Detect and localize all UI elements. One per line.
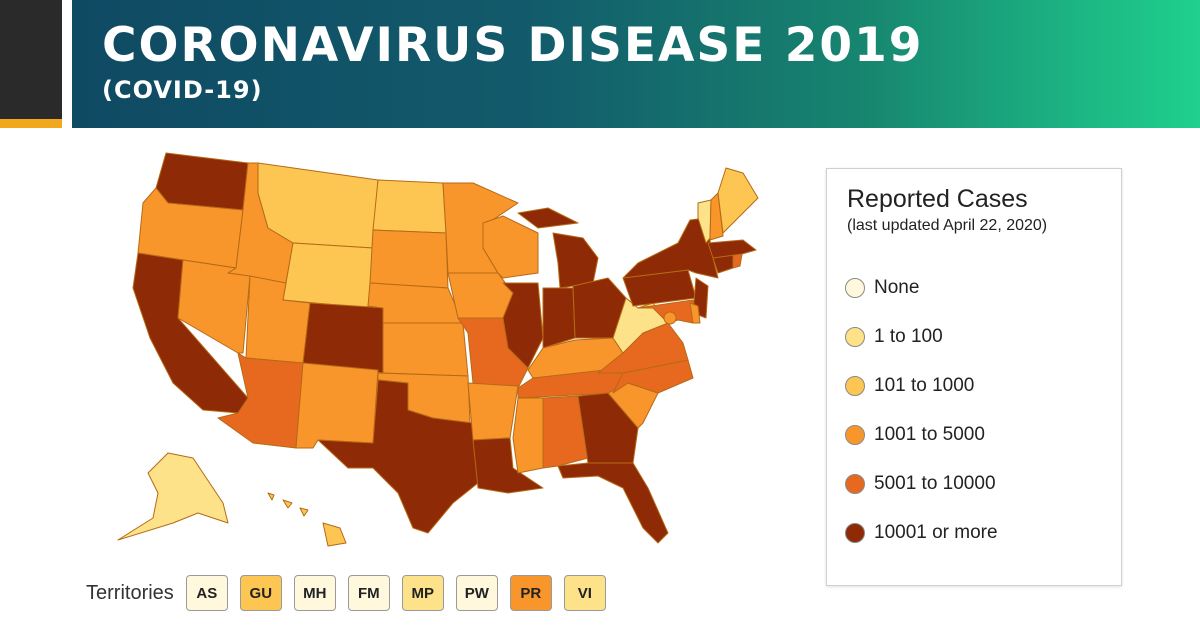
- legend-item-1001-5000: 1001 to 5000: [845, 422, 985, 448]
- state-wy[interactable]: [282, 242, 374, 309]
- territories-row: Territories AS GU MH FM MP PW PR VI: [86, 574, 618, 612]
- territory-vi[interactable]: VI: [563, 575, 606, 611]
- us-cases-map: [78, 148, 778, 558]
- page-title: CORONAVIRUS DISEASE 2019: [102, 18, 924, 73]
- legend-subtitle: (last updated April 22, 2020): [847, 217, 1048, 234]
- state-ar[interactable]: [467, 382, 519, 441]
- state-ks[interactable]: [382, 322, 469, 377]
- state-me[interactable]: [717, 167, 759, 234]
- legend-swatch: [845, 327, 865, 347]
- territory-gu[interactable]: GU: [239, 575, 282, 611]
- state-de[interactable]: [689, 302, 701, 324]
- legend-title: Reported Cases: [847, 185, 1028, 213]
- state-nv[interactable]: [177, 259, 251, 354]
- left-dark-block: [0, 0, 62, 128]
- state-nd[interactable]: [372, 179, 447, 234]
- state-md[interactable]: [637, 299, 694, 324]
- orange-accent-bar: [0, 119, 62, 128]
- us-map-svg: [117, 152, 759, 547]
- legend-swatch: [845, 425, 865, 445]
- territory-pr[interactable]: PR: [509, 575, 552, 611]
- state-ri[interactable]: [732, 253, 743, 269]
- territory-mh[interactable]: MH: [293, 575, 336, 611]
- legend-label: 5001 to 10000: [874, 473, 996, 494]
- territories-label: Territories: [86, 581, 174, 604]
- territory-as[interactable]: AS: [185, 575, 228, 611]
- state-ma[interactable]: [707, 239, 757, 259]
- state-ny[interactable]: [622, 217, 719, 279]
- state-fl[interactable]: [557, 462, 669, 544]
- legend-swatch: [845, 523, 865, 543]
- legend-item-1-100: 1 to 100: [845, 324, 943, 350]
- page-subtitle: (COVID-19): [102, 76, 263, 104]
- state-tx[interactable]: [317, 379, 479, 534]
- legend-label: 10001 or more: [874, 522, 998, 543]
- state-nh[interactable]: [709, 192, 724, 241]
- legend-item-101-1000: 101 to 1000: [845, 373, 974, 399]
- state-wi[interactable]: [482, 215, 539, 279]
- state-sd[interactable]: [369, 229, 449, 289]
- header-banner: CORONAVIRUS DISEASE 2019 (COVID-19): [72, 0, 1200, 128]
- state-in[interactable]: [542, 287, 576, 349]
- state-al[interactable]: [542, 395, 589, 469]
- state-nm[interactable]: [295, 362, 379, 449]
- legend-item-5001-10000: 5001 to 10000: [845, 471, 996, 497]
- legend-swatch: [845, 376, 865, 396]
- state-dc[interactable]: [663, 311, 677, 325]
- state-wa[interactable]: [155, 152, 249, 211]
- territory-fm[interactable]: FM: [347, 575, 390, 611]
- legend-panel: Reported Cases (last updated April 22, 2…: [826, 168, 1122, 586]
- state-ms[interactable]: [512, 397, 544, 474]
- legend-swatch: [845, 278, 865, 298]
- territory-mp[interactable]: MP: [401, 575, 444, 611]
- territory-pw[interactable]: PW: [455, 575, 498, 611]
- legend-label: 1 to 100: [874, 326, 943, 347]
- legend-item-none: None: [845, 275, 919, 301]
- state-co[interactable]: [302, 302, 387, 374]
- legend-swatch: [845, 474, 865, 494]
- state-hi[interactable]: [267, 492, 347, 547]
- legend-label: 1001 to 5000: [874, 424, 985, 445]
- state-la[interactable]: [472, 437, 544, 494]
- state-il[interactable]: [502, 282, 544, 369]
- legend-label: None: [874, 277, 920, 298]
- state-ia[interactable]: [447, 272, 514, 319]
- legend-label: 101 to 1000: [874, 375, 975, 396]
- state-ak[interactable]: [117, 452, 229, 541]
- state-vt[interactable]: [697, 199, 712, 244]
- legend-item-10001-more: 10001 or more: [845, 520, 998, 546]
